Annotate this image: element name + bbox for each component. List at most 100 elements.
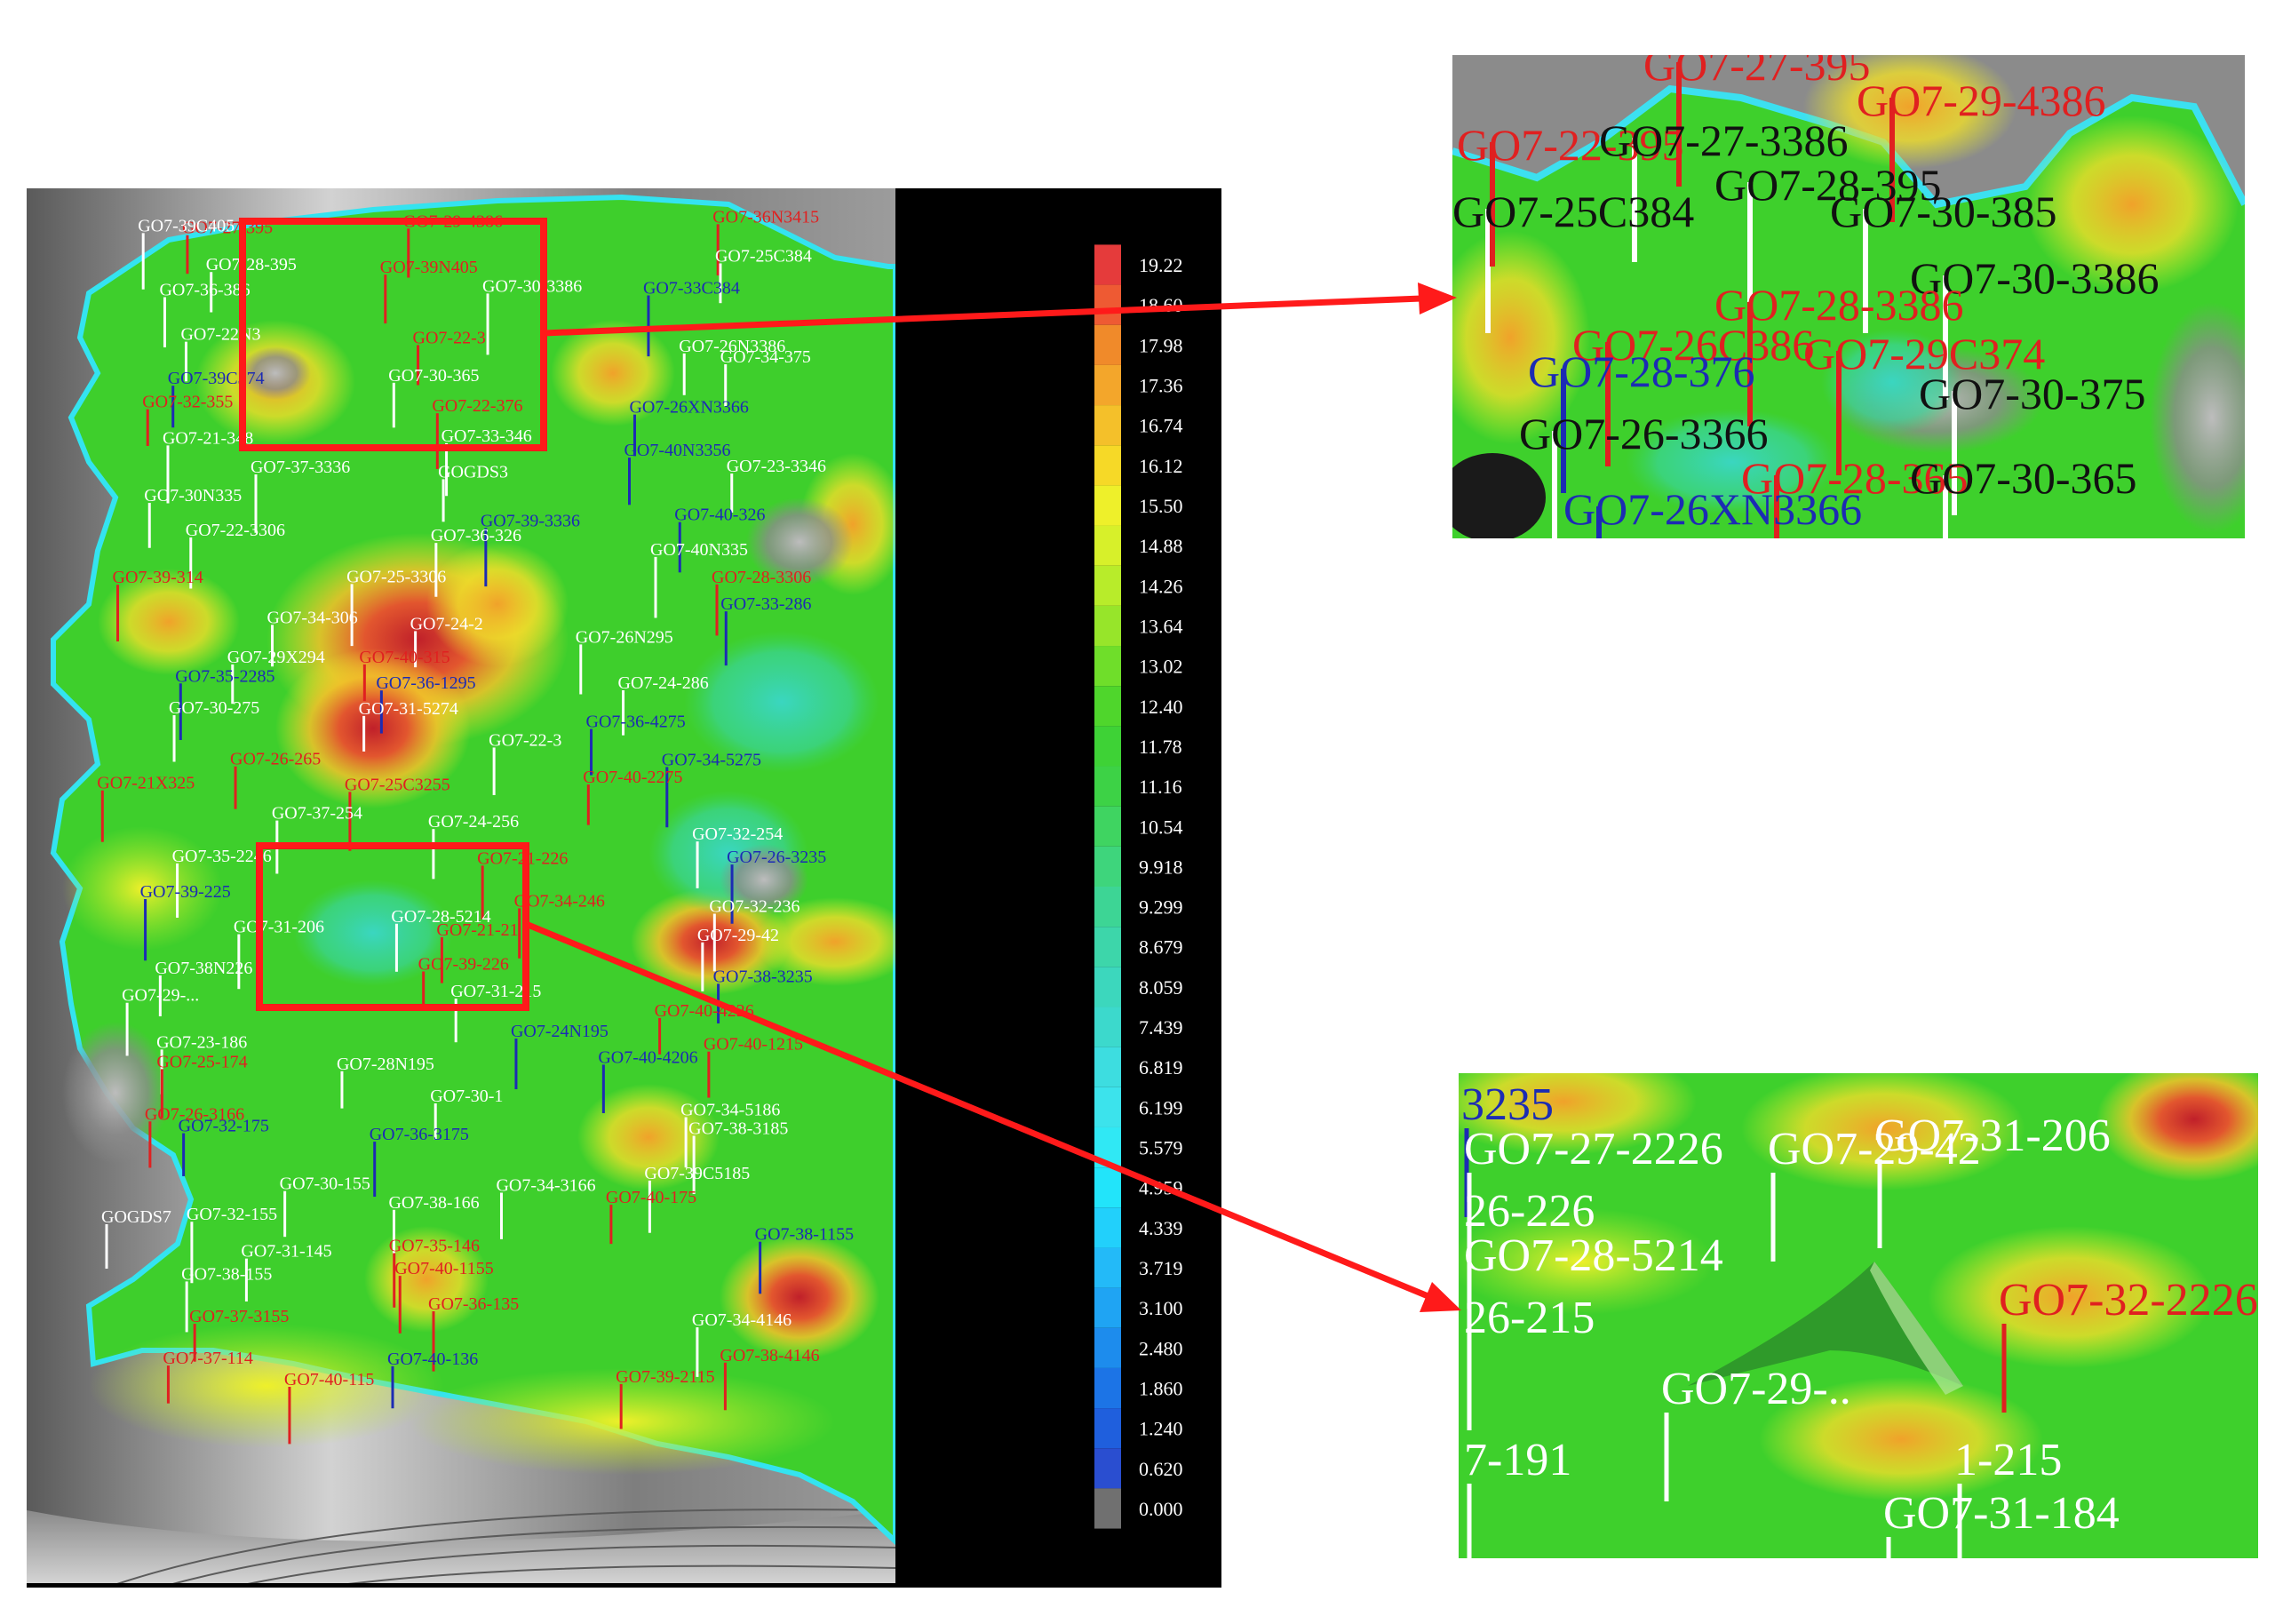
legend-tick-label: 2.480 xyxy=(1139,1337,1183,1359)
well-label: GO7-38-155 xyxy=(181,1264,272,1284)
well-label: GO7-21X325 xyxy=(97,774,195,793)
well-label: GO7-30-275 xyxy=(169,698,259,718)
well-label: GO7-37-114 xyxy=(163,1349,252,1368)
legend-tick-label: 4.339 xyxy=(1139,1217,1183,1239)
zoom-bottom-label: GO7-29-42 xyxy=(1768,1124,1981,1174)
well-label: GO7-26-265 xyxy=(230,750,321,769)
legend-swatch xyxy=(1094,1448,1121,1489)
well-label: GO7-38-166 xyxy=(388,1193,479,1213)
legend-tick-label: 1.240 xyxy=(1139,1418,1183,1440)
selection-box-top xyxy=(239,218,547,451)
color-scale-legend: 19.2218.6017.9817.3616.7416.1215.5014.88… xyxy=(1094,244,1183,1529)
well-label: GO7-39-3336 xyxy=(481,511,580,530)
well-label: GO7-30-3386 xyxy=(482,276,582,296)
well-label: GO7-36-386 xyxy=(159,280,250,299)
well-label: GO7-22N3 xyxy=(180,325,260,345)
zoom-bottom-label: 26-215 xyxy=(1464,1293,1595,1343)
legend-swatch xyxy=(1094,726,1121,767)
zoom-top-label: GO7-27-3386 xyxy=(1599,115,1849,165)
legend-swatch xyxy=(1094,967,1121,1007)
well-label: GO7-21-21 xyxy=(436,920,518,940)
well-label: GO7-34-4146 xyxy=(692,1310,792,1330)
well-label: GO7-38-3185 xyxy=(688,1119,788,1139)
legend-tick-label: 13.02 xyxy=(1139,656,1183,678)
well-label: GO7-37-3336 xyxy=(251,458,350,477)
zoom-bottom-label: GO7-32-2226 xyxy=(1999,1275,2258,1325)
well-labels: GO7-27-395 GO7-29-4386 GO7-36N3415GO7-39C4… xyxy=(97,207,854,1389)
well-label: GO7-26N295 xyxy=(576,627,673,647)
legend-tick-label: 6.819 xyxy=(1139,1056,1183,1079)
well-label: GO7-36-3175 xyxy=(370,1125,469,1144)
well-label: GO7-22-3306 xyxy=(186,521,285,540)
legend-tick-label: 10.54 xyxy=(1139,816,1183,838)
well-label: GO7-31-145 xyxy=(241,1242,331,1262)
zoom-bottom-label: 7-191 xyxy=(1464,1435,1571,1485)
legend-swatch xyxy=(1094,1488,1121,1529)
legend-tick-label: 17.98 xyxy=(1139,334,1183,356)
legend-swatch xyxy=(1094,445,1121,486)
legend-swatch xyxy=(1094,525,1121,566)
zoom-top-label: GO7-30-3386 xyxy=(1910,253,2160,303)
arrow-head-top xyxy=(1418,283,1457,314)
well-label: GO7-31-206 xyxy=(234,918,324,937)
well-label: GOGDS3 xyxy=(438,462,508,482)
well-label: GO7-23-3346 xyxy=(727,457,826,476)
well-label: GO7-40-136 xyxy=(387,1349,478,1369)
legend-swatch xyxy=(1094,364,1121,406)
legend-tick-label: 17.36 xyxy=(1139,374,1183,396)
well-label: GO7-25-174 xyxy=(156,1052,247,1071)
well-label: GO7-35-2246 xyxy=(172,847,272,866)
legend-swatch xyxy=(1094,1207,1121,1248)
well-label: GO7-30-1 xyxy=(430,1087,503,1106)
zoom-top-label: GO7-22-395 xyxy=(1457,120,1684,170)
well-label: GO7-25C3255 xyxy=(345,775,450,794)
legend-swatch xyxy=(1094,686,1121,727)
well-label: GO7-22-376 xyxy=(432,396,522,416)
well-label: GO7-38-1155 xyxy=(755,1225,854,1245)
legend-tick-label: 14.26 xyxy=(1139,575,1183,597)
well-label: GO7-37-254 xyxy=(272,804,362,824)
well-label: GO7-33-346 xyxy=(441,426,532,446)
well-label: GO7-26N3386 xyxy=(679,337,785,356)
well-label: GO7-22-3 xyxy=(489,730,561,750)
well-label: GO7-39C374 xyxy=(168,369,265,388)
legend-swatch xyxy=(1094,1007,1121,1047)
well-label: GO7-28N195 xyxy=(337,1055,434,1074)
well-label: GO7-35-146 xyxy=(389,1237,480,1256)
well-label: GO7-40-1155 xyxy=(394,1259,493,1278)
legend-swatch xyxy=(1094,244,1121,285)
well-label: GO7-32-155 xyxy=(187,1205,277,1224)
well-label: GO7-31-215 xyxy=(450,982,541,1001)
well-label: GO7-32-254 xyxy=(692,824,783,844)
well-label: GO7-34-5275 xyxy=(662,750,761,769)
well-label: GO7-29X294 xyxy=(227,648,325,667)
legend-swatch xyxy=(1094,1087,1121,1127)
zoom-bottom-label: 26-226 xyxy=(1464,1186,1595,1237)
legend-tick-label: 3.719 xyxy=(1139,1257,1183,1279)
zoom-bottom-label: 1-215 xyxy=(1954,1435,2062,1485)
well-label: GO7-29-42 xyxy=(697,926,779,945)
legend-tick-label: 15.50 xyxy=(1139,495,1183,517)
legend-swatch xyxy=(1094,284,1121,325)
well-label: GO7-39-314 xyxy=(113,568,203,587)
well-label: GO7-25C384 xyxy=(715,246,812,266)
zoom-top-label: GO7-27-395 xyxy=(1643,40,1871,90)
well-label: GO7-40-315 xyxy=(359,648,449,667)
well-label: GO7-26-3166 xyxy=(145,1104,244,1124)
legend-tick-label: 1.860 xyxy=(1139,1378,1183,1400)
well-label: GO7-21-348 xyxy=(163,428,253,448)
well-label: GO7-39N405 xyxy=(380,258,478,277)
arrow-line-top xyxy=(543,295,1422,337)
legend-tick-label: 9.299 xyxy=(1139,896,1183,919)
legend-swatch xyxy=(1094,1047,1121,1087)
zoom-top-label: GO7-28-3386 xyxy=(1714,280,1964,330)
well-label: GO7-23-186 xyxy=(156,1032,247,1052)
well-label: GO7-25-3306 xyxy=(346,567,446,586)
callout-arrows xyxy=(524,283,1461,1312)
zoom-bottom-label: GO7-27-2226 xyxy=(1464,1124,1723,1174)
well-label: GO7-33C384 xyxy=(643,278,740,298)
legend-swatch xyxy=(1094,887,1121,927)
well-label: GO7-32-175 xyxy=(179,1117,269,1136)
